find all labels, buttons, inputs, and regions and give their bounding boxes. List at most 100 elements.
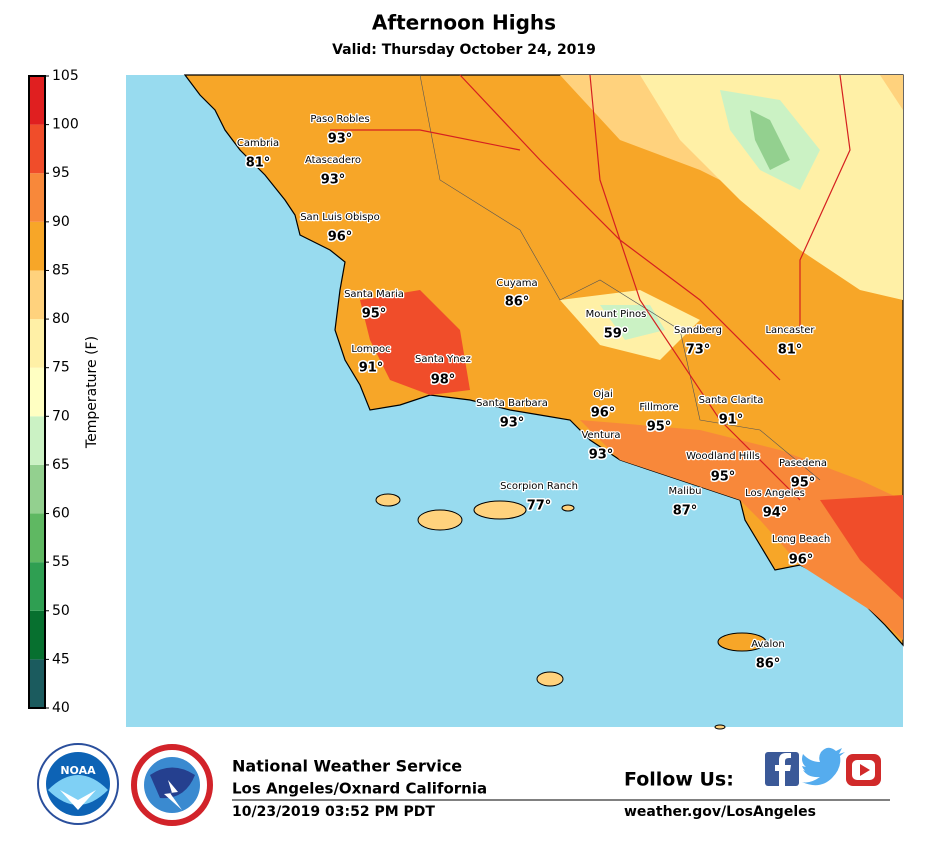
colorbar-tick-label: 90 xyxy=(52,214,70,230)
city-name: San Luis Obispo xyxy=(300,212,380,223)
colorbar-tick-label: 85 xyxy=(52,262,70,278)
city-name: Paso Robles xyxy=(310,114,369,125)
city-name: Atascadero xyxy=(305,155,361,166)
city-temp: 87° xyxy=(673,504,698,519)
land xyxy=(183,74,904,647)
colorbar-band xyxy=(29,659,45,708)
colorbar-tick-label: 75 xyxy=(52,360,70,376)
city-temp: 93° xyxy=(328,132,353,147)
logo-text: NOAA xyxy=(60,764,96,777)
timestamp: 10/23/2019 03:52 PM PDT xyxy=(232,804,435,820)
city-name: Pasedena xyxy=(779,458,827,469)
url: weather.gov/LosAngeles xyxy=(624,804,816,820)
subtitle: Valid: Thursday October 24, 2019 xyxy=(332,42,596,58)
org: National Weather Service xyxy=(232,757,462,776)
city-temp: 93° xyxy=(500,416,525,431)
city-name: Scorpion Ranch xyxy=(500,481,578,492)
island xyxy=(717,632,767,652)
colorbar-tick-label: 70 xyxy=(52,408,70,424)
city-name: Lompoc xyxy=(351,344,390,355)
follow-label: Follow Us: xyxy=(624,769,734,791)
office: Los Angeles/Oxnard California xyxy=(232,780,487,798)
city-name: Cambria xyxy=(237,138,279,149)
colorbar-tick-label: 65 xyxy=(52,457,70,473)
city-temp: 93° xyxy=(589,448,614,463)
city-temp: 95° xyxy=(791,476,816,491)
city-name: Fillmore xyxy=(639,402,678,413)
title: Afternoon Highs xyxy=(372,11,556,35)
island xyxy=(536,671,564,687)
city-temp: 81° xyxy=(778,343,803,358)
map xyxy=(126,74,904,730)
highway xyxy=(330,74,851,501)
colorbar-band xyxy=(29,416,45,465)
county-line xyxy=(419,74,821,481)
city-temp: 95° xyxy=(711,470,736,485)
city-name: Woodland Hills xyxy=(686,451,760,462)
city-name: Santa Clarita xyxy=(699,395,764,406)
city-temp: 77° xyxy=(527,499,552,514)
colorbar-band xyxy=(29,124,45,174)
city-name: Avalon xyxy=(751,639,785,650)
colorbar-frame xyxy=(28,75,46,709)
colorbar-band xyxy=(29,221,45,271)
island xyxy=(473,500,527,520)
colorbar-band xyxy=(29,270,45,320)
colorbar-tick-label: 45 xyxy=(52,651,70,667)
colorbar-tick-label: 60 xyxy=(52,506,70,522)
colorbar-band xyxy=(29,562,45,611)
city-temp: 96° xyxy=(328,230,353,245)
city-temp: 81° xyxy=(246,156,271,171)
city-name: Ventura xyxy=(581,430,620,441)
youtube-icon[interactable] xyxy=(860,764,870,776)
noaa-logo xyxy=(48,775,108,805)
city-name: Lancaster xyxy=(765,325,815,336)
colorbar-band xyxy=(29,173,45,222)
city-temp: 95° xyxy=(362,307,387,322)
facebook-icon[interactable] xyxy=(775,753,791,786)
island xyxy=(561,504,575,512)
colorbar-tick-label: 105 xyxy=(52,68,79,84)
city-temp: 86° xyxy=(505,295,530,310)
colorbar-band xyxy=(29,610,45,660)
city-name: Santa Barbara xyxy=(476,398,548,409)
colorbar-band xyxy=(29,367,45,417)
colorbar-tick-label: 40 xyxy=(52,700,70,716)
colorbar-label: Temperature (F) xyxy=(84,336,100,449)
island xyxy=(375,493,401,507)
city-temp: 98° xyxy=(431,373,456,388)
colorbar-band xyxy=(29,464,45,514)
hot-zone xyxy=(580,420,903,640)
colorbar-band xyxy=(29,76,45,125)
nws-logo xyxy=(164,780,182,810)
city-name: Long Beach xyxy=(772,534,830,545)
city-temp: 94° xyxy=(763,506,788,521)
city-temp: 96° xyxy=(789,553,814,568)
hot-zone xyxy=(820,495,903,600)
city-name: Sandberg xyxy=(674,325,722,336)
nws-logo xyxy=(150,767,195,799)
colorbar-band xyxy=(29,513,45,563)
colorbar: 40 45 50 55 60 65 70 75 80 85 90 95 100 105 Temperatur… xyxy=(28,68,100,716)
island xyxy=(417,509,463,531)
city-name: Cuyama xyxy=(496,278,537,289)
island xyxy=(714,724,726,730)
cool-zone xyxy=(750,110,790,170)
city-temp: 91° xyxy=(359,361,384,376)
colorbar-tick-label: 55 xyxy=(52,554,70,570)
footer: NOAA National Weather Service Los Angele… xyxy=(37,743,890,826)
twitter-icon[interactable] xyxy=(802,747,845,786)
colorbar-tick-label: 100 xyxy=(52,117,79,133)
colorbar-tick-label: 95 xyxy=(52,165,70,181)
city-temp: 91° xyxy=(719,413,744,428)
city-name: Santa Maria xyxy=(344,289,404,300)
colorbar-tick-label: 50 xyxy=(52,603,70,619)
city-temp: 59° xyxy=(604,327,629,342)
city-temp: 73° xyxy=(686,343,711,358)
desert-zone xyxy=(640,75,903,300)
city-name: Ojai xyxy=(593,389,613,400)
city-name: Malibu xyxy=(669,486,702,497)
city-name: Santa Ynez xyxy=(415,354,471,365)
colorbar-tick-label: 80 xyxy=(52,311,70,327)
